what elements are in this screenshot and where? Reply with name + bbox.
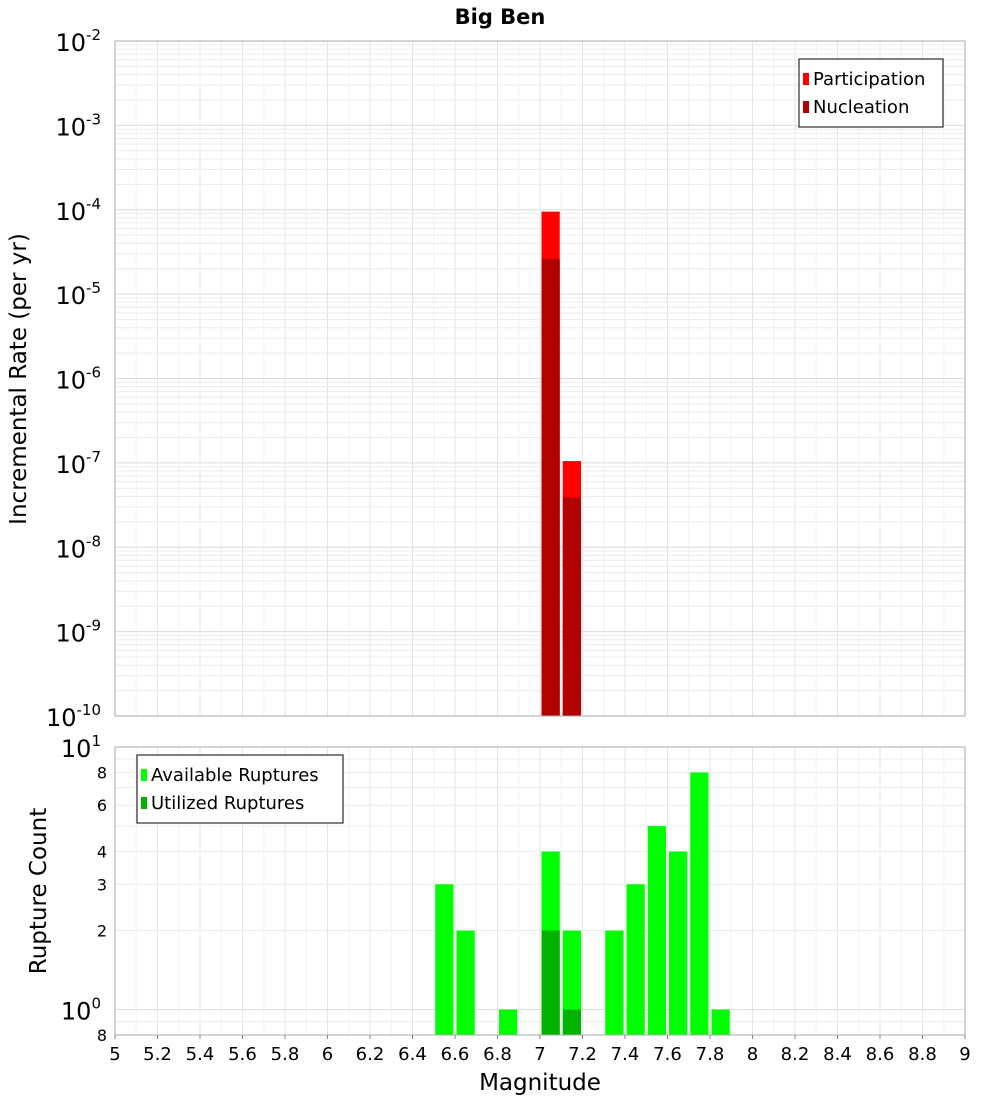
bottom-bar-available-ruptures [647, 826, 666, 1035]
top-y-tick-label: 10-10 [46, 701, 101, 732]
bottom-legend-swatch [141, 769, 147, 781]
top-bar-nucleation [562, 497, 581, 716]
bottom-legend-swatch [141, 797, 147, 809]
top-y-tick-label: 10-5 [55, 279, 101, 310]
bottom-bar-utilized-ruptures [541, 930, 560, 1035]
top-y-tick-label: 10-3 [55, 110, 101, 141]
top-y-tick-label: 10-8 [55, 532, 101, 563]
x-tick-label: 8.8 [908, 1044, 937, 1065]
bottom-bar-available-ruptures [456, 930, 475, 1035]
bottom-bar-available-ruptures [562, 930, 581, 1035]
x-tick-label: 8.4 [823, 1044, 852, 1065]
bottom-legend-label: Utilized Ruptures [151, 793, 304, 814]
bottom-bar-available-ruptures [605, 930, 624, 1035]
bottom-y-tick-label: 101 [61, 732, 101, 763]
bottom-y-tick-label: 8 [97, 1026, 107, 1045]
bottom-bar-available-ruptures [711, 1009, 730, 1035]
bottom-y-axis-label: Rupture Count [26, 808, 52, 974]
bottom-y-tick-label: 6 [97, 796, 107, 815]
bottom-bar-available-ruptures [690, 772, 709, 1035]
x-tick-label: 6.6 [441, 1044, 470, 1065]
top-y-tick-label: 10-7 [55, 448, 101, 479]
bottom-bar-available-ruptures [499, 1009, 518, 1035]
bottom-y-tick-label: 3 [97, 875, 107, 894]
x-tick-label: 8.6 [866, 1044, 895, 1065]
top-y-tick-label: 10-9 [55, 617, 101, 648]
x-tick-label: 9 [959, 1044, 970, 1065]
x-tick-label: 6.2 [356, 1044, 385, 1065]
bottom-y-tick-label: 100 [61, 995, 101, 1026]
top-y-tick-label: 10-4 [55, 195, 101, 226]
chart-title: Big Ben [455, 5, 546, 29]
bottom-bar-available-ruptures [435, 884, 454, 1035]
bottom-bar-utilized-ruptures [562, 1009, 581, 1035]
top-y-axis-label: Incremental Rate (per yr) [6, 233, 32, 525]
x-tick-label: 7.2 [568, 1044, 597, 1065]
x-tick-label: 5.8 [271, 1044, 300, 1065]
bottom-y-tick-label: 4 [97, 842, 107, 861]
x-tick-label: 7 [534, 1044, 545, 1065]
bottom-y-tick-label: 8 [97, 763, 107, 782]
x-tick-label: 7.6 [653, 1044, 682, 1065]
x-tick-label: 6 [322, 1044, 333, 1065]
top-legend-label: Participation [813, 69, 925, 90]
top-y-tick-label: 10-2 [55, 26, 101, 57]
x-axis-label: Magnitude [479, 1070, 601, 1096]
x-tick-label: 5.2 [143, 1044, 172, 1065]
bottom-bar-available-ruptures [626, 884, 645, 1035]
x-tick-label: 8.2 [781, 1044, 810, 1065]
x-tick-label: 8 [747, 1044, 758, 1065]
top-plot-border [114, 40, 966, 717]
top-legend [798, 58, 944, 128]
bottom-legend [136, 754, 344, 824]
top-y-tick-label: 10-6 [55, 364, 101, 395]
bottom-bar-available-ruptures [669, 851, 688, 1035]
x-tick-label: 5.6 [228, 1044, 257, 1065]
top-legend-label: Nucleation [813, 97, 909, 118]
top-bar-nucleation [541, 259, 560, 716]
top-legend-swatch [803, 101, 809, 113]
x-tick-label: 5.4 [186, 1044, 215, 1065]
x-tick-label: 7.4 [611, 1044, 640, 1065]
x-tick-label: 7.8 [696, 1044, 725, 1065]
bottom-y-tick-label: 2 [97, 922, 107, 941]
x-tick-label: 6.8 [483, 1044, 512, 1065]
top-legend-swatch [803, 73, 809, 85]
x-tick-label: 5 [109, 1044, 120, 1065]
x-tick-label: 6.4 [398, 1044, 427, 1065]
bottom-legend-label: Available Ruptures [151, 765, 319, 786]
